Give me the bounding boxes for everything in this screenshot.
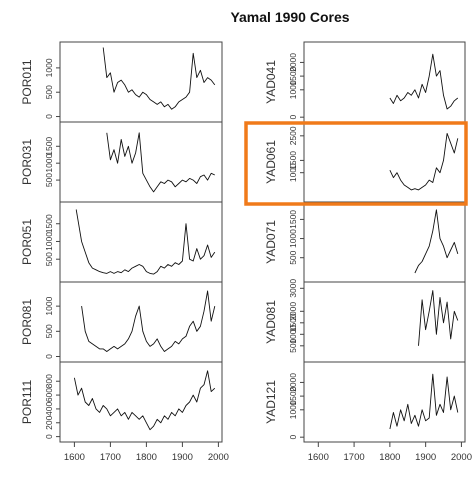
y-tick-label: 500 (288, 250, 298, 264)
series-label: POR081 (20, 299, 34, 345)
highlight-layer (244, 121, 468, 206)
series-line-yad071 (414, 209, 459, 274)
y-tick-label: 1500 (44, 137, 54, 156)
y-tick-label: 1500 (44, 214, 54, 233)
panel-grid: 05001000POR01150010001500POR031500100015… (20, 41, 466, 443)
panel-frame (303, 361, 466, 443)
panel-por011: 0 500 1000 POR011 (20, 41, 223, 123)
y-tick-label: 600 (44, 388, 54, 402)
panel-frame (59, 41, 223, 123)
x-axes: 1600 1700 1800 1900 2000 1600 1700 1800 1900 2000 (64, 442, 472, 463)
y-tick-label: 500 (44, 324, 54, 338)
x-tick-label: 1700 (344, 452, 365, 463)
panel-frame (303, 41, 466, 123)
y-tick-label: 200 (44, 415, 54, 429)
series-label: POR111 (20, 380, 34, 425)
y-tick-label: 1000 (44, 296, 54, 315)
y-tick-label: 1000 (288, 400, 298, 419)
y-tick-label: 1000 (44, 232, 54, 251)
x-axis-right: 1600 1700 1800 1900 2000 (308, 442, 472, 463)
series-line-por011 (102, 47, 216, 110)
x-axis-left: 1600 1700 1800 1900 2000 (64, 442, 229, 463)
y-tick-label: 1000 (44, 58, 54, 77)
y-tick-label: 1000 (288, 163, 298, 182)
panel-frame (303, 281, 466, 363)
series-line-por111 (73, 370, 216, 431)
panel-frame (59, 361, 223, 443)
y-tick-label: 1500 (288, 151, 298, 170)
series-line-por031 (106, 132, 215, 193)
y-tick-label: 0 (288, 435, 298, 440)
series-label: YAD071 (264, 220, 278, 264)
y-tick-label: 1500 (288, 313, 298, 332)
chart-title: Yamal 1990 Cores (230, 9, 349, 25)
panel-frame (59, 121, 223, 203)
y-tick-label: 2000 (288, 53, 298, 72)
series-label: POR031 (20, 139, 34, 185)
y-tick-label: 0 (44, 434, 54, 439)
y-tick-label: 1000 (288, 80, 298, 99)
x-tick-label: 2000 (208, 452, 229, 463)
series-label: POR051 (20, 219, 34, 265)
series-line-yad041 (389, 53, 459, 110)
panel-frame (303, 121, 466, 203)
series-label: YAD041 (264, 60, 278, 104)
x-tick-label: 1700 (100, 452, 121, 463)
series-line-yad081 (418, 290, 459, 346)
x-tick-label: 2000 (451, 452, 472, 463)
series-line-por081 (81, 290, 216, 352)
y-tick-label: 2000 (288, 302, 298, 321)
series-label: YAD121 (264, 380, 278, 424)
x-tick-label: 1800 (379, 452, 400, 463)
x-tick-label: 1800 (136, 452, 157, 463)
y-tick-label: 500 (44, 173, 54, 187)
y-tick-label: 2500 (288, 126, 298, 145)
y-tick-label: 1500 (288, 66, 298, 85)
x-tick-label: 1600 (308, 452, 329, 463)
y-tick-label: 0 (288, 115, 298, 120)
y-tick-label: 1000 (44, 153, 54, 172)
y-tick-label: 1500 (288, 386, 298, 405)
series-line-yad061 (389, 132, 459, 191)
y-tick-label: 2000 (288, 373, 298, 392)
y-tick-label: 3000 (288, 279, 298, 298)
series-label: POR011 (20, 59, 34, 104)
x-tick-label: 1600 (64, 452, 85, 463)
y-tick-label: 1000 (288, 229, 298, 248)
highlight-box (244, 121, 468, 206)
y-tick-label: 500 (44, 252, 54, 266)
series-label: YAD081 (264, 300, 278, 344)
y-tick-label: 800 (44, 374, 54, 388)
y-tick-label: 400 (44, 402, 54, 416)
y-tick-label: 500 (288, 338, 298, 352)
panel-frame (59, 201, 223, 283)
y-tick-label: 1500 (288, 210, 298, 229)
y-tick-label: 1000 (288, 325, 298, 344)
x-tick-label: 1900 (172, 452, 193, 463)
y-tick-label: 0 (44, 114, 54, 119)
panel-frame (303, 201, 466, 283)
y-tick-label: 0 (44, 354, 54, 359)
panel-por081: 0 500 1000 POR081 (20, 281, 223, 363)
x-tick-label: 1900 (415, 452, 436, 463)
y-tick-label: 500 (44, 85, 54, 99)
series-label: YAD061 (264, 140, 278, 184)
series-line-yad121 (389, 373, 459, 430)
series-line-por051 (75, 209, 216, 275)
